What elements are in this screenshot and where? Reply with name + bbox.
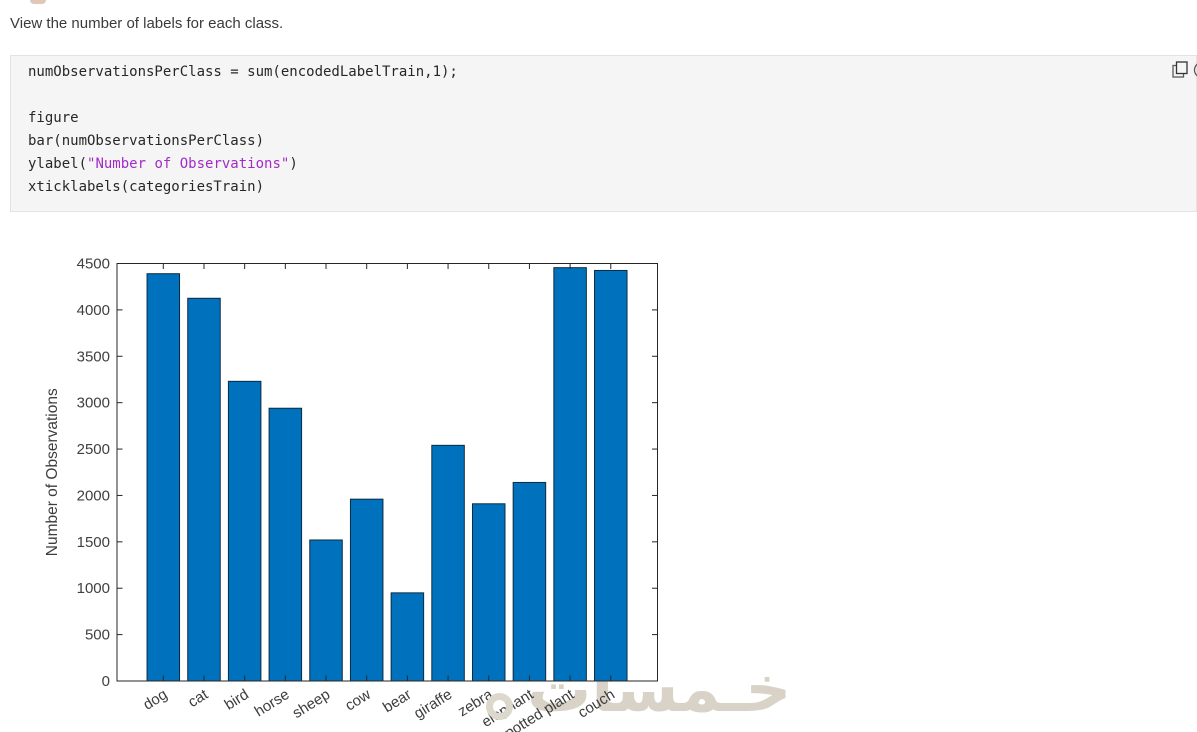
- y-tick-label: 2500: [77, 441, 110, 458]
- code-line: numObservationsPerClass = sum(encodedLab…: [28, 61, 458, 84]
- code-lines: numObservationsPerClass = sum(encodedLab…: [28, 61, 458, 199]
- y-axis-label: Number of Observations: [44, 388, 61, 556]
- y-tick-label: 1500: [77, 534, 110, 551]
- bar-bear: [390, 592, 425, 682]
- watermark-ornament-circle: [486, 693, 513, 720]
- bar-sheep: [309, 539, 343, 682]
- code-token: figure: [28, 110, 79, 126]
- x-tick-label: sheep: [289, 686, 333, 722]
- y-tick-label: 4000: [77, 302, 110, 319]
- code-token: ): [289, 156, 298, 172]
- copy-code-button[interactable]: [1170, 59, 1190, 80]
- bar-cat: [187, 297, 221, 682]
- x-tick-label: cow: [342, 686, 374, 715]
- code-line: xticklabels(categoriesTrain): [28, 176, 458, 199]
- bar-zebra: [471, 503, 506, 682]
- code-block: numObservationsPerClass = sum(encodedLab…: [10, 55, 1197, 212]
- y-tick-label: 0: [102, 673, 110, 690]
- bar-horse: [268, 407, 303, 682]
- bar-chart-figure: خـمسات 0 500 1000 1500 2000 2500 3000 3500 4000 4…: [0, 230, 791, 732]
- x-tick-label: cat: [185, 686, 212, 711]
- y-tick-label: 2000: [77, 487, 110, 504]
- y-tick-label: 3500: [77, 348, 110, 365]
- code-token: ylabel(: [28, 156, 88, 172]
- bar-dog: [146, 273, 181, 682]
- x-tick-label: horse: [252, 686, 293, 720]
- heading-remnant: [30, 0, 46, 4]
- y-tick-label: 3000: [77, 395, 110, 412]
- code-token: "Number of Observations": [87, 156, 290, 172]
- y-tick-label: 4500: [77, 256, 110, 273]
- code-line: [28, 84, 458, 107]
- code-line: ylabel("Number of Observations"): [28, 153, 458, 176]
- bar-bird: [227, 380, 262, 682]
- code-line: figure: [28, 107, 458, 130]
- y-tick-label: 1000: [77, 580, 110, 597]
- bar-cow: [349, 498, 384, 682]
- code-token: bar(numObservationsPerClass): [28, 133, 265, 149]
- intro-text: View the number of labels for each class…: [10, 15, 284, 32]
- axes-box: [116, 263, 658, 682]
- code-token: numObservationsPerClass = sum(encodedLab…: [28, 64, 458, 80]
- bar-couch: [594, 269, 628, 682]
- x-tick-label: dog: [140, 686, 170, 714]
- y-tick-label: 500: [85, 627, 110, 644]
- bar-giraffe: [431, 444, 465, 682]
- x-tick-label: bird: [222, 686, 252, 714]
- x-tick-label: giraffe: [411, 686, 455, 722]
- bar-elephant: [512, 481, 547, 682]
- x-tick-label: couch: [575, 686, 618, 722]
- bar-potted-plant: [553, 267, 587, 682]
- copy-icon: [1175, 61, 1188, 75]
- clipped-edge-icon[interactable]: [1192, 61, 1197, 79]
- code-toolbar: [1170, 59, 1197, 83]
- code-token: xticklabels(categoriesTrain): [28, 179, 265, 195]
- clipped-circle-icon: [1193, 63, 1197, 77]
- x-tick-label: bear: [380, 686, 414, 716]
- code-line: bar(numObservationsPerClass): [28, 130, 458, 153]
